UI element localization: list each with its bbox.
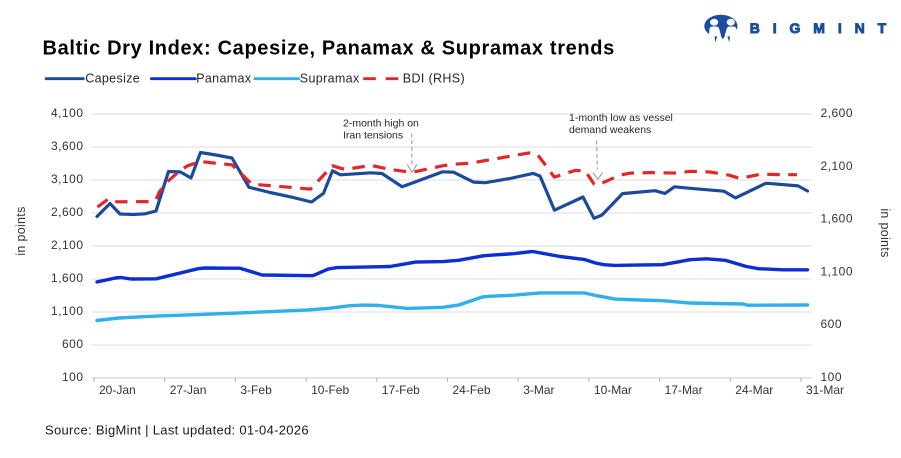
svg-text:3-Feb: 3-Feb	[240, 383, 272, 397]
svg-text:24-Feb: 24-Feb	[453, 383, 491, 397]
svg-text:31-Mar: 31-Mar	[806, 383, 844, 397]
svg-text:20-Jan: 20-Jan	[99, 383, 136, 397]
svg-text:Source: BigMint | Last updated: Source: BigMint | Last updated: 01-04-20…	[45, 423, 309, 438]
svg-text:2,100: 2,100	[821, 159, 854, 173]
svg-text:3-Mar: 3-Mar	[523, 383, 554, 397]
svg-text:in points: in points	[878, 208, 892, 257]
svg-text:Iran tensions: Iran tensions	[343, 129, 403, 141]
svg-text:17-Feb: 17-Feb	[382, 383, 420, 397]
svg-text:1,600: 1,600	[51, 271, 84, 285]
svg-text:1,600: 1,600	[821, 212, 854, 226]
svg-text:4,100: 4,100	[51, 106, 84, 120]
svg-text:24-Mar: 24-Mar	[735, 383, 773, 397]
svg-text:2,100: 2,100	[51, 238, 84, 252]
svg-text:10-Mar: 10-Mar	[594, 383, 632, 397]
svg-text:600: 600	[821, 317, 843, 331]
svg-text:10-Feb: 10-Feb	[311, 383, 349, 397]
svg-text:3,100: 3,100	[51, 172, 84, 186]
svg-text:100: 100	[821, 370, 843, 384]
svg-text:Capesize: Capesize	[85, 72, 140, 86]
svg-text:1,100: 1,100	[51, 304, 84, 318]
svg-text:Supramax: Supramax	[300, 72, 360, 86]
svg-text:3,600: 3,600	[51, 139, 84, 153]
svg-text:2,600: 2,600	[51, 205, 84, 219]
svg-text:in points: in points	[14, 206, 28, 255]
svg-text:Panamax: Panamax	[196, 72, 252, 86]
svg-text:1,100: 1,100	[821, 264, 854, 278]
svg-text:100: 100	[62, 370, 84, 384]
svg-text:2,600: 2,600	[821, 106, 854, 120]
svg-text:BDI (RHS): BDI (RHS)	[403, 72, 465, 86]
svg-text:BIGMINT: BIGMINT	[750, 20, 899, 36]
svg-text:Baltic Dry Index: Capesize, Pa: Baltic Dry Index: Capesize, Panamax & Su…	[43, 38, 615, 60]
svg-text:demand weakens: demand weakens	[569, 124, 651, 136]
svg-text:2-month high on: 2-month high on	[343, 117, 419, 129]
svg-text:600: 600	[62, 337, 84, 351]
svg-text:1-month low as vessel: 1-month low as vessel	[569, 112, 673, 124]
svg-text:17-Mar: 17-Mar	[665, 383, 703, 397]
svg-text:27-Jan: 27-Jan	[170, 383, 207, 397]
